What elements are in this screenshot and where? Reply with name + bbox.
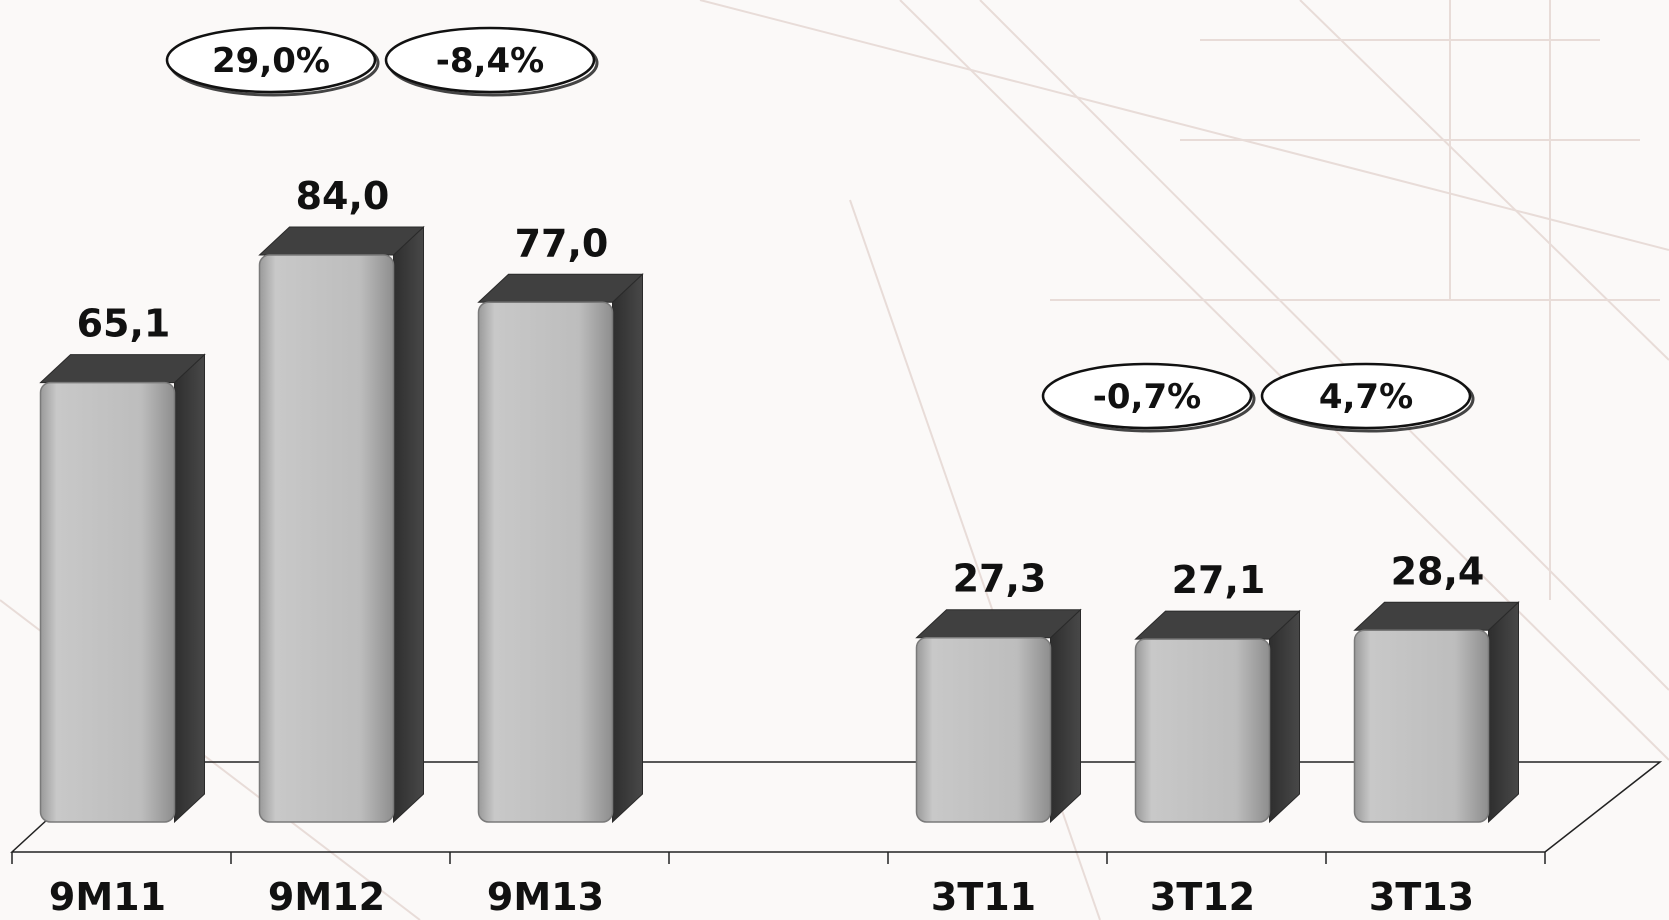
data-label: 28,4	[1391, 549, 1485, 593]
annotation-label: 29,0%	[212, 41, 330, 81]
bar	[915, 608, 1082, 824]
category-label: 3T11	[931, 875, 1036, 919]
category-label: 3T12	[1150, 875, 1255, 919]
annotation-ellipse	[165, 26, 377, 94]
bar-front	[915, 636, 1052, 823]
bars	[39, 225, 1520, 824]
data-label: 77,0	[515, 221, 609, 265]
blueprint-line	[699, 0, 1669, 251]
annotation-ellipse	[384, 26, 596, 94]
bar-front	[477, 301, 614, 823]
bar	[39, 353, 206, 824]
blueprint-line	[979, 0, 1669, 691]
growth-annotations: 29,0% -8,4% -0,7% 4,7%	[165, 26, 1475, 433]
bar-side	[612, 273, 643, 824]
category-label: 9M12	[268, 875, 385, 919]
growth-annotation: 4,7%	[1260, 362, 1475, 433]
bar	[1353, 601, 1520, 824]
bar-front	[1353, 629, 1490, 823]
bar-front	[39, 381, 176, 823]
bar-side	[1488, 601, 1519, 824]
annotation-ellipse	[1041, 362, 1253, 430]
bar-front	[258, 254, 395, 823]
growth-annotation: -8,4%	[384, 26, 599, 97]
bar	[258, 225, 425, 824]
growth-annotation: 29,0%	[165, 26, 380, 97]
bar	[477, 273, 644, 824]
annotation-label: -0,7%	[1093, 377, 1201, 417]
data-labels: 65,1 84,0 77,0 27,3 27,1 28,4	[77, 174, 1485, 602]
category-label: 9M13	[487, 875, 604, 919]
data-label: 27,1	[1172, 558, 1266, 602]
bar-side	[1269, 609, 1300, 824]
annotation-ellipse	[1260, 362, 1472, 430]
annotation-label: -8,4%	[436, 41, 544, 81]
bar-side	[1050, 608, 1081, 824]
bar	[1134, 609, 1301, 824]
data-label: 65,1	[77, 302, 171, 346]
bar-side	[393, 225, 424, 824]
bar-front	[1134, 638, 1271, 823]
data-label: 84,0	[296, 174, 390, 218]
category-labels: 9M11 9M12 9M13 3T11 3T12 3T13	[49, 875, 1474, 919]
annotation-label: 4,7%	[1319, 377, 1413, 417]
category-label: 3T13	[1369, 875, 1474, 919]
bar-side	[174, 353, 205, 824]
data-label: 27,3	[953, 557, 1047, 601]
category-label: 9M11	[49, 875, 166, 919]
growth-annotation: -0,7%	[1041, 362, 1256, 433]
blueprint-line	[1299, 0, 1669, 361]
